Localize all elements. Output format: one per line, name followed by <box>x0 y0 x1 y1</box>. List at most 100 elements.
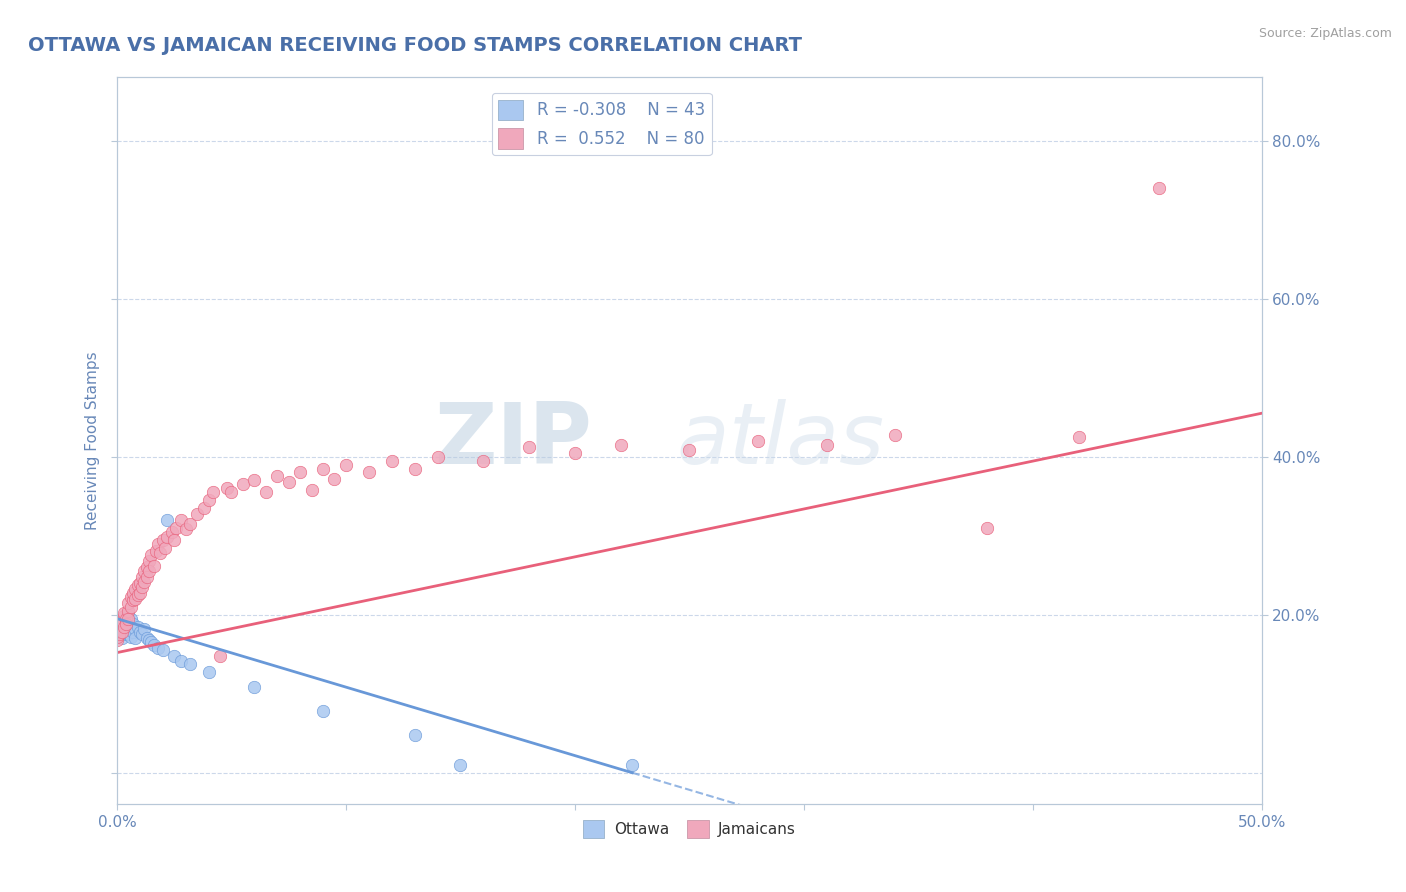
Point <box>145 544 167 558</box>
Point <box>131 570 153 584</box>
Point <box>117 612 139 626</box>
Point <box>112 627 135 641</box>
Point <box>117 607 139 622</box>
Point <box>110 632 132 646</box>
Point <box>110 624 132 638</box>
Point <box>105 627 128 641</box>
Point <box>112 612 135 626</box>
Point <box>426 450 449 464</box>
Point <box>277 475 299 489</box>
Point <box>135 570 157 584</box>
Point <box>149 546 172 560</box>
Point <box>128 625 150 640</box>
Point <box>120 630 142 644</box>
Point <box>115 615 138 630</box>
Point <box>108 622 131 636</box>
Point <box>156 513 179 527</box>
Point <box>124 591 146 606</box>
Point <box>110 614 132 628</box>
Point <box>232 477 254 491</box>
Point <box>122 617 145 632</box>
Point <box>1147 181 1170 195</box>
Point <box>108 625 131 640</box>
Point <box>122 593 145 607</box>
Point <box>135 632 157 646</box>
Text: Source: ZipAtlas.com: Source: ZipAtlas.com <box>1258 27 1392 40</box>
Point <box>153 541 176 555</box>
Point <box>609 438 631 452</box>
Point <box>115 625 138 640</box>
Point <box>124 622 146 636</box>
Point <box>142 558 165 573</box>
Point <box>112 619 135 633</box>
Point <box>163 648 186 663</box>
Point <box>124 582 146 597</box>
Point <box>122 625 145 640</box>
Point <box>117 604 139 618</box>
Point <box>381 453 404 467</box>
Point <box>105 632 128 647</box>
Point <box>108 627 131 641</box>
Point <box>564 446 586 460</box>
Point <box>202 485 225 500</box>
Point <box>110 617 132 632</box>
Point <box>335 458 357 472</box>
Text: ZIP: ZIP <box>434 400 592 483</box>
Point <box>179 657 201 671</box>
Point <box>110 625 132 640</box>
Point <box>127 619 149 633</box>
Point <box>215 481 238 495</box>
Point <box>404 728 426 742</box>
Point <box>1067 430 1090 444</box>
Point <box>221 485 243 500</box>
Point <box>517 440 540 454</box>
Y-axis label: Receiving Food Stamps: Receiving Food Stamps <box>86 351 100 530</box>
Point <box>138 632 160 647</box>
Point <box>186 507 208 521</box>
Point <box>160 524 183 539</box>
Point <box>243 474 266 488</box>
Point <box>197 665 219 679</box>
Point <box>170 513 193 527</box>
Point <box>142 638 165 652</box>
Point <box>976 521 998 535</box>
Point <box>117 596 139 610</box>
Point <box>166 521 188 535</box>
Point <box>193 501 215 516</box>
Point <box>301 483 323 497</box>
Point <box>105 630 128 644</box>
Point <box>131 580 153 594</box>
Point <box>174 522 197 536</box>
Point <box>117 622 139 636</box>
Point <box>115 617 138 632</box>
Point <box>122 585 145 599</box>
Point <box>288 466 311 480</box>
Point <box>141 635 163 649</box>
Point <box>108 619 131 633</box>
Point <box>747 434 769 448</box>
Point <box>170 653 193 667</box>
Point <box>115 612 138 626</box>
Point <box>243 681 266 695</box>
Point <box>621 757 644 772</box>
Point <box>323 472 346 486</box>
Point <box>134 564 156 578</box>
Point <box>112 624 135 638</box>
Text: atlas: atlas <box>676 400 884 483</box>
Point <box>120 591 142 605</box>
Point <box>108 615 131 630</box>
Point <box>110 619 132 633</box>
Point <box>254 485 277 500</box>
Point <box>152 643 174 657</box>
Point <box>148 640 170 655</box>
Point <box>120 612 142 626</box>
Point <box>404 461 426 475</box>
Point <box>152 533 174 547</box>
Point <box>128 585 150 599</box>
Point <box>312 704 335 718</box>
Point <box>197 493 219 508</box>
Point <box>148 536 170 550</box>
Point <box>815 438 838 452</box>
Point <box>127 588 149 602</box>
Point <box>884 427 907 442</box>
